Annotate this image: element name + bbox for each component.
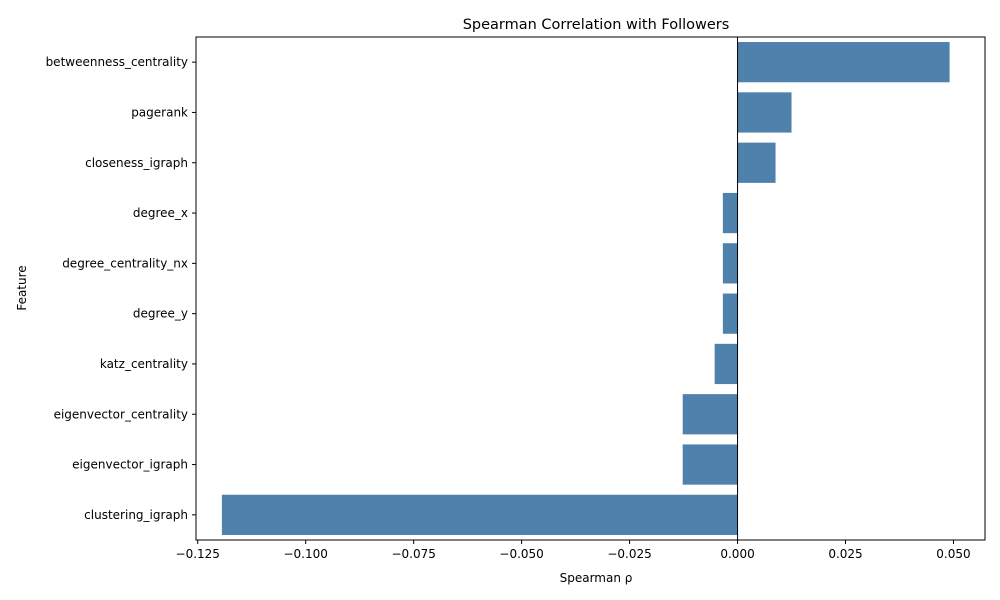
bar-katz_centrality bbox=[714, 343, 738, 385]
y-tick-label: eigenvector_centrality bbox=[54, 407, 188, 421]
y-ticks: betweenness_centrality pagerank closeness_… bbox=[46, 55, 196, 522]
x-tick-label: 0.050 bbox=[936, 547, 970, 561]
bar-betweenness_centrality bbox=[737, 42, 950, 83]
bar-pagerank bbox=[737, 92, 792, 133]
x-tick-label: −0.075 bbox=[391, 547, 435, 561]
x-tick-label: 0.000 bbox=[720, 547, 754, 561]
bar-eigenvector_centrality bbox=[682, 394, 738, 435]
x-tick-label: 0.025 bbox=[828, 547, 862, 561]
x-tick-label: −0.125 bbox=[176, 547, 220, 561]
x-axis-title: Spearman ρ bbox=[560, 571, 633, 585]
x-tick-label: −0.100 bbox=[283, 547, 327, 561]
x-tick-label: −0.025 bbox=[607, 547, 651, 561]
y-tick-label: degree_x bbox=[133, 206, 188, 220]
y-tick-label: closeness_igraph bbox=[85, 156, 188, 170]
bar-eigenvector_igraph bbox=[682, 444, 738, 485]
y-tick-label: degree_centrality_nx bbox=[62, 256, 188, 270]
y-tick-label: degree_y bbox=[133, 307, 188, 321]
bar-clustering_igraph bbox=[221, 494, 738, 535]
chart-title: Spearman Correlation with Followers bbox=[463, 17, 730, 33]
bars-layer bbox=[221, 42, 950, 535]
x-tick-label: −0.050 bbox=[499, 547, 543, 561]
y-tick-label: eigenvector_igraph bbox=[72, 458, 188, 472]
bar-degree_centrality_nx bbox=[722, 243, 738, 284]
y-axis-title: Feature bbox=[15, 265, 29, 310]
y-tick-label: pagerank bbox=[131, 105, 188, 119]
bar-degree_y bbox=[722, 293, 738, 334]
bar-closeness_igraph bbox=[737, 142, 776, 183]
y-tick-label: clustering_igraph bbox=[84, 508, 188, 522]
y-tick-label: katz_centrality bbox=[100, 357, 188, 371]
y-tick-label: betweenness_centrality bbox=[46, 55, 188, 69]
bar-degree_x bbox=[722, 192, 738, 234]
plot-frame bbox=[195, 36, 986, 541]
x-ticks: −0.125 −0.100 −0.075 −0.050 −0.025 0.000 0.025… bbox=[176, 540, 971, 561]
